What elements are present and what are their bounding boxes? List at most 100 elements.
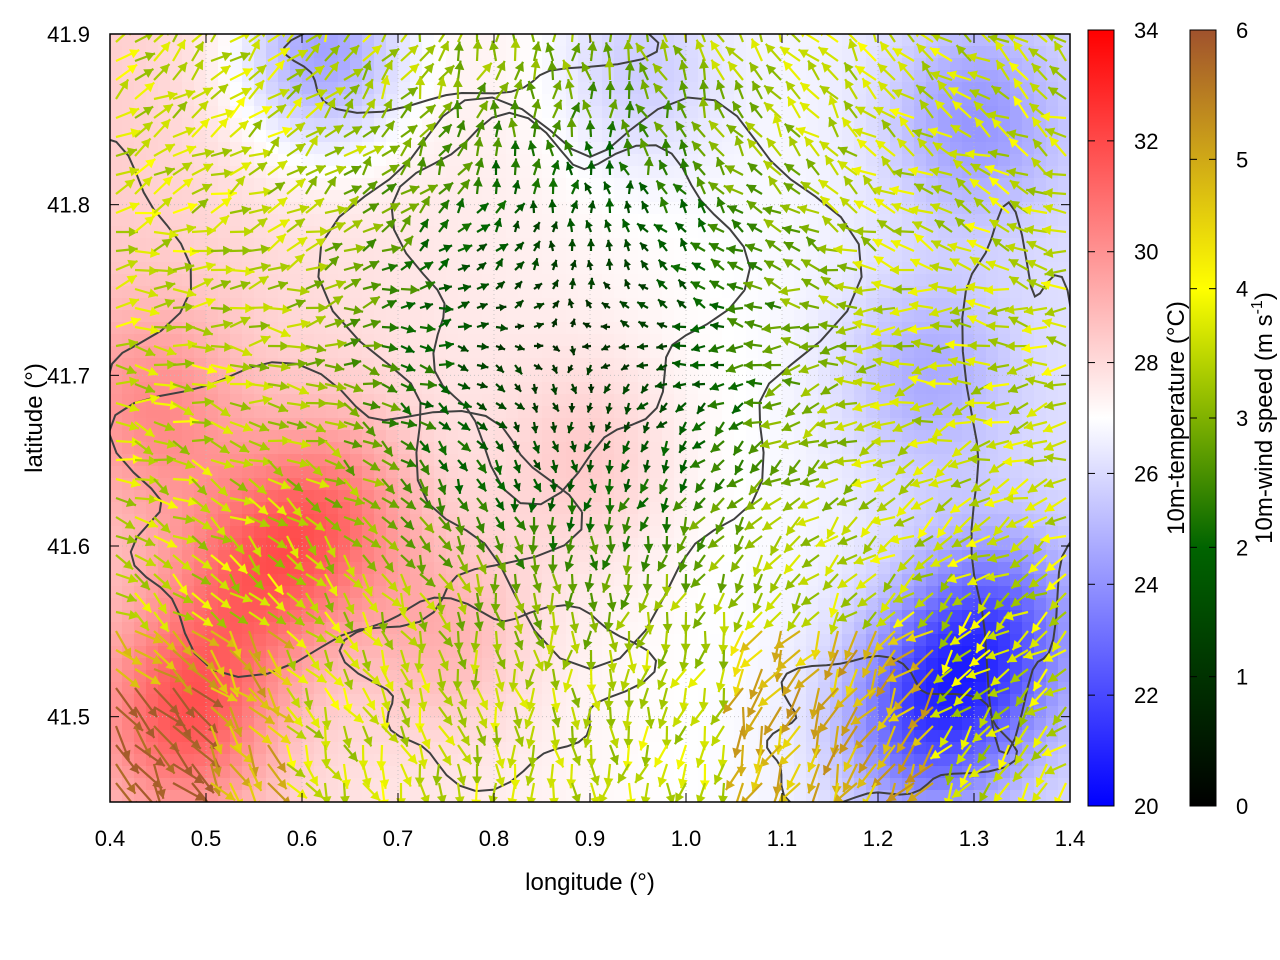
heatmap-cell — [542, 442, 555, 455]
heatmap-cell — [638, 370, 651, 383]
heatmap-cell — [494, 310, 507, 323]
heatmap-cell — [362, 46, 375, 59]
heatmap-cell — [182, 394, 195, 407]
heatmap-cell — [578, 46, 591, 59]
heatmap-cell — [530, 130, 543, 143]
heatmap-cell — [542, 322, 555, 335]
heatmap-cell — [974, 466, 987, 479]
heatmap-cell — [698, 310, 711, 323]
heatmap-cell — [686, 58, 699, 71]
heatmap-cell — [1022, 550, 1035, 563]
heatmap-cell — [698, 466, 711, 479]
heatmap-cell — [782, 34, 795, 47]
heatmap-cell — [230, 430, 243, 443]
heatmap-cell — [314, 586, 327, 599]
heatmap-cell — [410, 214, 423, 227]
heatmap-cell — [842, 70, 855, 83]
heatmap-cell — [158, 406, 171, 419]
heatmap-cell — [506, 346, 519, 359]
heatmap-cell — [182, 34, 195, 47]
heatmap-cell — [302, 154, 315, 167]
heatmap-cell — [602, 358, 615, 371]
heatmap-cell — [998, 250, 1011, 263]
heatmap-cell — [686, 214, 699, 227]
heatmap-cell — [590, 250, 603, 263]
heatmap-cell — [302, 250, 315, 263]
heatmap-cell — [842, 514, 855, 527]
heatmap-cell — [866, 58, 879, 71]
heatmap-cell — [1010, 286, 1023, 299]
heatmap-cell — [470, 274, 483, 287]
heatmap-cell — [506, 130, 519, 143]
heatmap-cell — [338, 370, 351, 383]
heatmap-cell — [662, 754, 675, 767]
heatmap-cell — [794, 214, 807, 227]
heatmap-cell — [974, 142, 987, 155]
heatmap-cell — [350, 742, 363, 755]
heatmap-cell — [902, 70, 915, 83]
heatmap-cell — [662, 214, 675, 227]
heatmap-cell — [374, 250, 387, 263]
heatmap-cell — [218, 514, 231, 527]
heatmap-cell — [986, 274, 999, 287]
heatmap-cell — [950, 394, 963, 407]
heatmap-cell — [734, 154, 747, 167]
heatmap-cell — [266, 250, 279, 263]
heatmap-cell — [1010, 466, 1023, 479]
heatmap-cell — [542, 214, 555, 227]
heatmap-cell — [506, 334, 519, 347]
heatmap-cell — [662, 118, 675, 131]
heatmap-cell — [686, 466, 699, 479]
heatmap-cell — [614, 82, 627, 95]
heatmap-cell — [890, 610, 903, 623]
heatmap-cell — [686, 46, 699, 59]
heatmap-cell — [578, 202, 591, 215]
heatmap-cell — [650, 454, 663, 467]
heatmap-cell — [554, 238, 567, 251]
heatmap-cell — [614, 130, 627, 143]
heatmap-cell — [482, 430, 495, 443]
heatmap-cell — [854, 466, 867, 479]
heatmap-cell — [1046, 70, 1059, 83]
heatmap-cell — [134, 466, 147, 479]
heatmap-cell — [470, 46, 483, 59]
heatmap-cell — [842, 250, 855, 263]
heatmap-cell — [710, 634, 723, 647]
heatmap-cell — [338, 70, 351, 83]
heatmap-cell — [194, 454, 207, 467]
heatmap-cell — [818, 34, 831, 47]
heatmap-cell — [458, 670, 471, 683]
heatmap-cell — [242, 706, 255, 719]
heatmap-cell — [998, 142, 1011, 155]
heatmap-cell — [878, 526, 891, 539]
heatmap-cell — [722, 766, 735, 779]
heatmap-cell — [158, 514, 171, 527]
heatmap-cell — [782, 214, 795, 227]
heatmap-cell — [818, 106, 831, 119]
heatmap-cell — [410, 310, 423, 323]
heatmap-cell — [290, 310, 303, 323]
heatmap-cell — [110, 598, 123, 611]
heatmap-cell — [626, 298, 639, 311]
heatmap-cell — [542, 430, 555, 443]
heatmap-cell — [902, 538, 915, 551]
heatmap-cell — [662, 82, 675, 95]
heatmap-cell — [566, 250, 579, 263]
heatmap-cell — [278, 70, 291, 83]
heatmap-cell — [854, 214, 867, 227]
heatmap-cell — [302, 82, 315, 95]
heatmap-cell — [782, 70, 795, 83]
heatmap-cell — [1058, 466, 1070, 479]
heatmap-cell — [794, 634, 807, 647]
heatmap-cell — [146, 418, 159, 431]
heatmap-cell — [722, 718, 735, 731]
heatmap-cell — [686, 550, 699, 563]
heatmap-cell — [458, 334, 471, 347]
heatmap-cell — [110, 238, 123, 251]
heatmap-cell — [662, 454, 675, 467]
heatmap-cell — [242, 622, 255, 635]
heatmap-cell — [590, 322, 603, 335]
heatmap-cell — [902, 262, 915, 275]
heatmap-cell — [722, 538, 735, 551]
heatmap-cell — [782, 430, 795, 443]
